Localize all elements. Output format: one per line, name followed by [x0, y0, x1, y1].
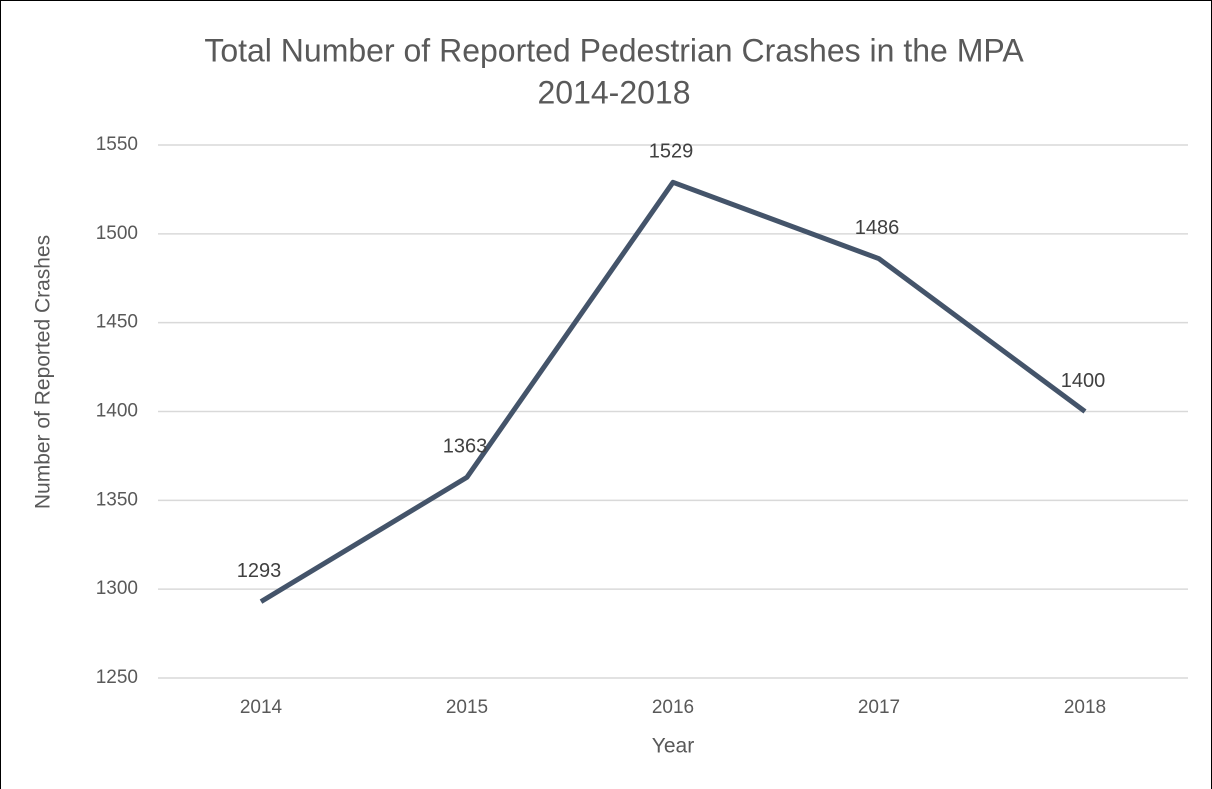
data-label: 1363: [443, 436, 488, 458]
x-tick-label: 2015: [446, 697, 488, 718]
y-tick-label: 1400: [96, 401, 138, 422]
chart-title: Total Number of Reported Pedestrian Cras…: [204, 32, 1024, 68]
y-tick-label: 1250: [96, 667, 138, 688]
data-label: 1400: [1061, 370, 1106, 392]
line: [259, 179, 1087, 604]
y-axis-label: Number of Reported Crashes: [32, 235, 55, 509]
x-tick-label: 2017: [858, 697, 900, 718]
data-label: 1529: [649, 141, 694, 163]
x-tick-label: 2016: [652, 697, 694, 718]
y-tick-label: 1450: [96, 312, 138, 333]
y-tick-label: 1500: [96, 223, 138, 244]
chart-subtitle: 2014-2018: [537, 74, 690, 110]
y-tick-label: 1300: [96, 578, 138, 599]
x-axis-label: Year: [652, 735, 694, 758]
x-tick-label: 2014: [240, 697, 283, 718]
data-label: 1486: [855, 217, 900, 239]
y-tick-label: 1550: [96, 134, 138, 155]
y-tick-label: 1350: [96, 489, 138, 510]
data-label: 1293: [237, 560, 282, 582]
x-tick-label: 2018: [1064, 697, 1106, 718]
